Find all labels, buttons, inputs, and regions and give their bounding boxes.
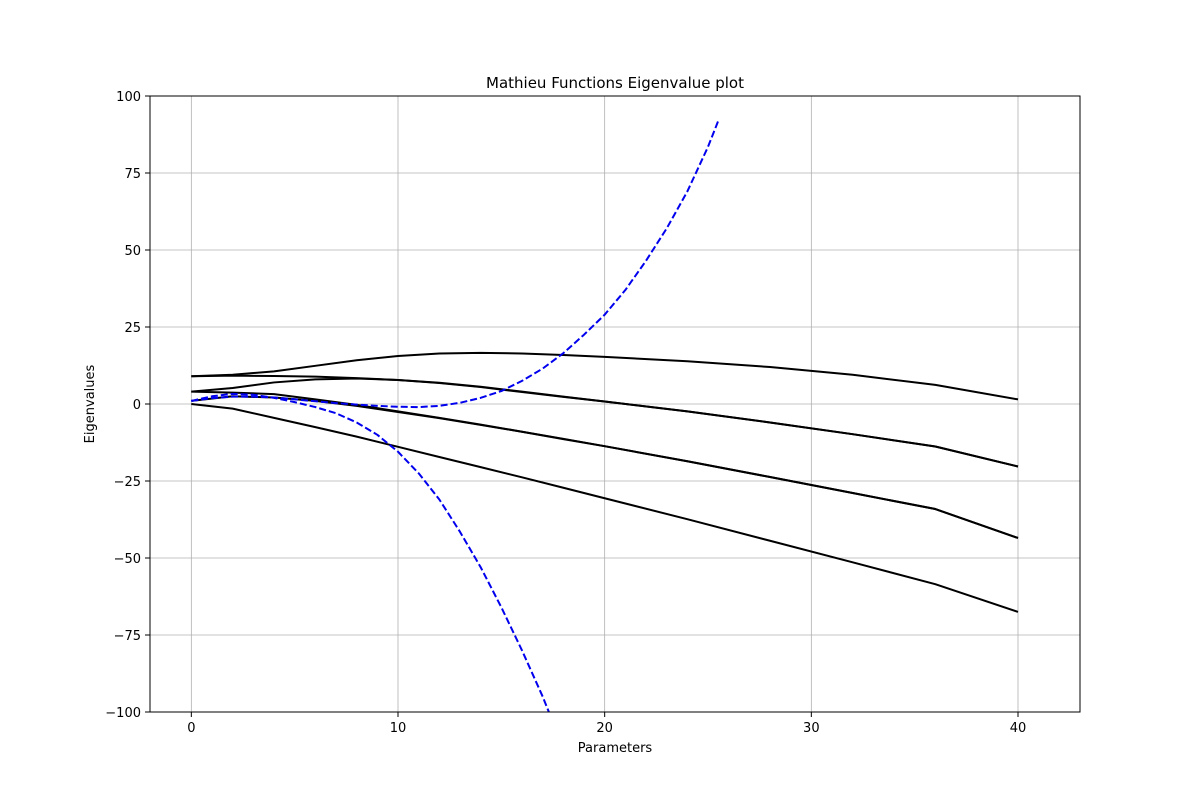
solid-series-line-5: [191, 390, 1019, 539]
y-tick-label: 50: [124, 244, 141, 259]
x-tick-label: 0: [187, 721, 195, 736]
chart-title: Mathieu Functions Eigenvalue plot: [486, 74, 744, 92]
solid-series-line-1: [191, 403, 1019, 613]
solid-series-line-4: [191, 351, 1019, 401]
dashed-series-line-8: [191, 392, 550, 712]
x-tick-label: 20: [596, 721, 613, 736]
y-tick-label: −100: [105, 706, 141, 721]
y-tick-label: −75: [114, 629, 141, 644]
solid-series-line-6: [191, 374, 1019, 468]
x-axis-label: Parameters: [578, 741, 653, 756]
x-tick-label: 30: [803, 721, 820, 736]
x-tick-label: 10: [390, 721, 407, 736]
y-tick-label: 25: [124, 321, 141, 336]
x-tick-label: 40: [1010, 721, 1027, 736]
ticks: 0 10 20 30 40 −100 −75 −50 −25 0 25 50 75 100: [105, 90, 1026, 736]
series-layer: [191, 120, 1019, 712]
y-tick-label: −25: [114, 475, 141, 490]
y-tick-label: 100: [116, 90, 141, 105]
y-axis-label: Eigenvalues: [83, 364, 98, 443]
y-tick-label: 75: [124, 167, 141, 182]
y-tick-label: −50: [114, 552, 141, 567]
y-tick-label: 0: [133, 398, 141, 413]
